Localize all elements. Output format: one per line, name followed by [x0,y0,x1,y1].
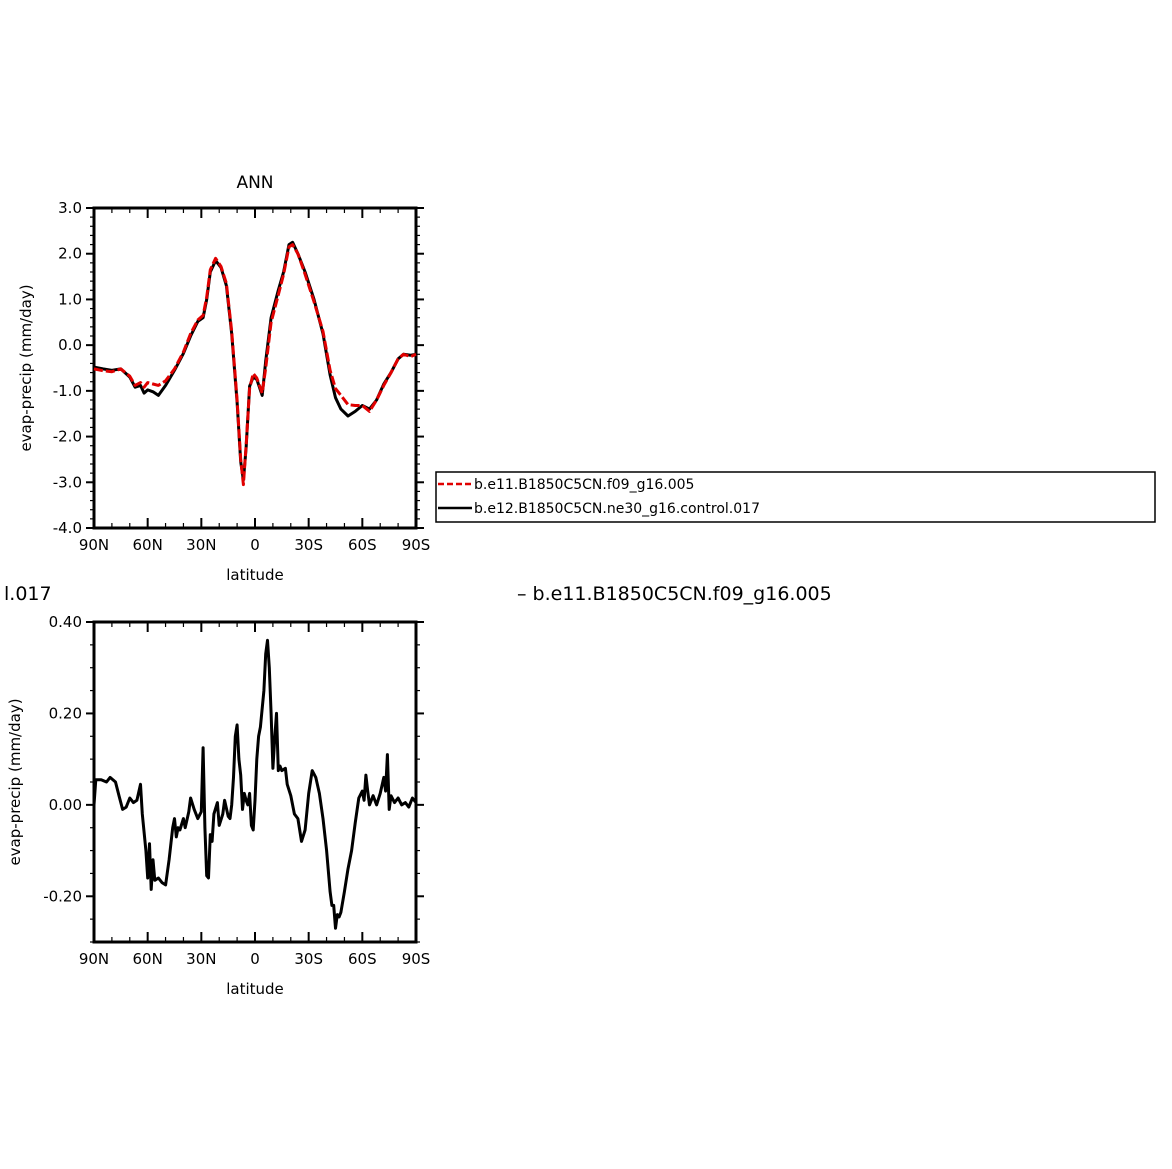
y-tick-label: 0.00 [49,796,82,814]
y-tick-label: 0.0 [58,336,82,354]
bottom-panel: l.017 – b.e11.B1850C5CN.f09_g16.005 0.40… [4,583,832,998]
top-panel-ylabel: evap-precip (mm/day) [17,284,35,451]
top-panel-x-tick-labels: 90N 60N 30N 0 30S 60S 90S [79,536,430,554]
top-panel-series [93,240,417,487]
bottom-panel-xlabel: latitude [226,980,284,998]
y-tick-label: -0.20 [43,887,82,905]
bottom-panel-x-tick-labels: 90N 60N 30N 0 30S 60S 90S [79,950,430,968]
legend: b.e11.B1850C5CN.f09_g16.005 b.e12.B1850C… [435,471,1156,523]
top-panel: ANN 3.0 2.0 1.0 0.0 -1.0 -2.0 -3.0 -4.0 90N 60N 3… [17,173,430,584]
bottom-series-line [92,638,418,930]
bottom-panel-ticks [86,621,424,943]
y-tick-label: -3.0 [53,473,82,491]
y-tick-label: 0.40 [49,613,82,631]
legend-entry-0: b.e11.B1850C5CN.f09_g16.005 [474,477,694,493]
x-tick-label: 60S [348,536,377,554]
x-tick-label: 30S [294,536,323,554]
x-tick-label: 0 [250,536,260,554]
bottom-panel-series [92,638,418,930]
x-tick-label: 60N [133,536,163,554]
y-tick-label: 0.20 [49,704,82,722]
y-tick-label: 3.0 [58,199,82,217]
bottom-panel-ylabel: evap-precip (mm/day) [6,698,24,865]
top-panel-ticks [86,207,424,529]
y-tick-label: 1.0 [58,290,82,308]
legend-frame [435,471,1156,523]
top-series-line [93,243,417,487]
top-series-line [93,240,417,482]
top-panel-xlabel: latitude [226,566,284,584]
top-panel-title: ANN [236,173,273,193]
x-tick-label: 60N [133,950,163,968]
x-tick-label: 30N [186,950,216,968]
bottom-panel-y-tick-labels: 0.40 0.20 0.00 -0.20 [43,613,82,905]
bottom-panel-top-left-text: l.017 [4,583,52,605]
x-tick-label: 60S [348,950,377,968]
x-tick-label: 90S [402,536,431,554]
x-tick-label: 30N [186,536,216,554]
x-tick-label: 90S [402,950,431,968]
y-tick-label: -1.0 [53,382,82,400]
legend-entry-1: b.e12.B1850C5CN.ne30_g16.control.017 [474,501,760,517]
top-panel-y-tick-labels: 3.0 2.0 1.0 0.0 -1.0 -2.0 -3.0 -4.0 [53,199,82,537]
y-tick-label: -2.0 [53,428,82,446]
y-tick-label: 2.0 [58,245,82,263]
bottom-panel-top-right-text: – b.e11.B1850C5CN.f09_g16.005 [517,583,832,605]
x-tick-label: 30S [294,950,323,968]
top-panel-frame [92,206,418,530]
x-tick-label: 0 [250,950,260,968]
y-tick-label: -4.0 [53,519,82,537]
x-tick-label: 90N [79,950,109,968]
x-tick-label: 90N [79,536,109,554]
